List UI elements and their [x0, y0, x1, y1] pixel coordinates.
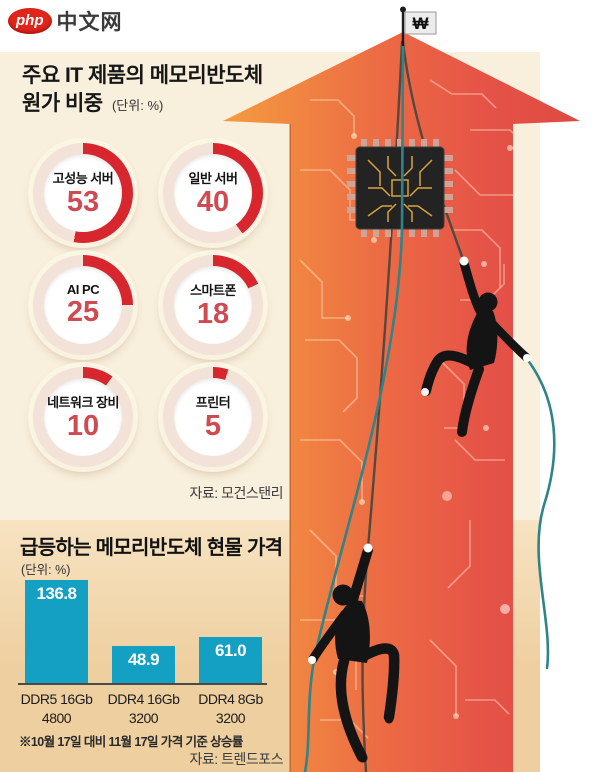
- bar-chart-categories: DDR5 16Gb 4800 DDR4 16Gb 3200 DDR4 8Gb 3200: [13, 690, 275, 728]
- donut-value: 10: [66, 410, 100, 443]
- donut-hole: 네트워크 장비 10: [44, 378, 122, 456]
- donut-hole: AI PC 25: [44, 266, 122, 344]
- bar-category-label: DDR4 8Gb 3200: [198, 691, 263, 726]
- bar-category-label: DDR4 16Gb 3200: [107, 691, 180, 726]
- donut-chart-grid: 고성능 서버 53 일반 서버 40 AI PC 25 스마트폰 18 네트워크 장비 10 프린터…: [18, 130, 278, 470]
- bottom-chart-source: 자료: 트렌드포스: [189, 751, 284, 767]
- donut-hole: 고성능 서버 53: [44, 154, 122, 232]
- donut-2: 일반 서버 40: [163, 143, 263, 243]
- bar-1: 136.8: [25, 580, 88, 683]
- site-logo[interactable]: php 中文网: [8, 6, 123, 36]
- bar-value: 136.8: [36, 584, 77, 603]
- donut-3: AI PC 25: [33, 255, 133, 355]
- bottom-chart-title: 급등하는 메모리반도체 현물 가격: [20, 537, 283, 559]
- logo-text: 中文网: [56, 11, 123, 34]
- donut-label: 고성능 서버: [52, 171, 114, 187]
- top-chart-title: 주요 IT 제품의 메모리반도체 원가 비중 (단위: %): [22, 62, 263, 117]
- donut-5: 네트워크 장비 10: [33, 367, 133, 467]
- bar-chart: 136.8 48.9 61.0: [20, 580, 275, 683]
- bar-category-label: DDR5 16Gb 4800: [20, 691, 93, 726]
- bar-value: 48.9: [127, 650, 160, 669]
- won-flag: ₩: [400, 6, 437, 46]
- donut-4: 스마트폰 18: [163, 255, 263, 355]
- bar-value: 61.0: [214, 641, 247, 660]
- donut-label: 스마트폰: [190, 283, 236, 299]
- top-chart-source: 자료: 모건스탠리: [189, 485, 284, 501]
- donut-value: 5: [204, 410, 222, 443]
- donut-value: 40: [196, 186, 230, 219]
- bar-2: 48.9: [112, 646, 175, 683]
- donut-6: 프린터 5: [163, 367, 263, 467]
- donut-label: 네트워크 장비: [47, 395, 119, 411]
- donut-value: 25: [66, 296, 100, 329]
- donut-1: 고성능 서버 53: [33, 143, 133, 243]
- bar-chart-axis: [18, 683, 267, 685]
- donut-hole: 일반 서버 40: [174, 154, 252, 232]
- bottom-chart-footnote: ※10월 17일 대비 11월 17일 가격 기준 상승률: [19, 735, 243, 749]
- top-chart-unit: (단위: %): [111, 97, 164, 113]
- donut-value: 53: [66, 186, 100, 219]
- donut-hole: 스마트폰 18: [174, 266, 252, 344]
- donut-label: AI PC: [66, 282, 100, 298]
- donut-label: 일반 서버: [188, 171, 238, 187]
- bottom-chart-unit: (단위: %): [21, 563, 71, 577]
- donut-label: 프린터: [195, 395, 231, 411]
- won-symbol: ₩: [412, 14, 429, 33]
- bar-3: 61.0: [199, 637, 262, 683]
- donut-hole: 프린터 5: [174, 378, 252, 456]
- donut-value: 18: [196, 298, 230, 331]
- top-chart-title-line1: 주요 IT 제품의 메모리반도체: [22, 64, 263, 87]
- php-logo-badge: php: [8, 8, 52, 34]
- top-chart-title-line2: 원가 비중: [22, 91, 103, 115]
